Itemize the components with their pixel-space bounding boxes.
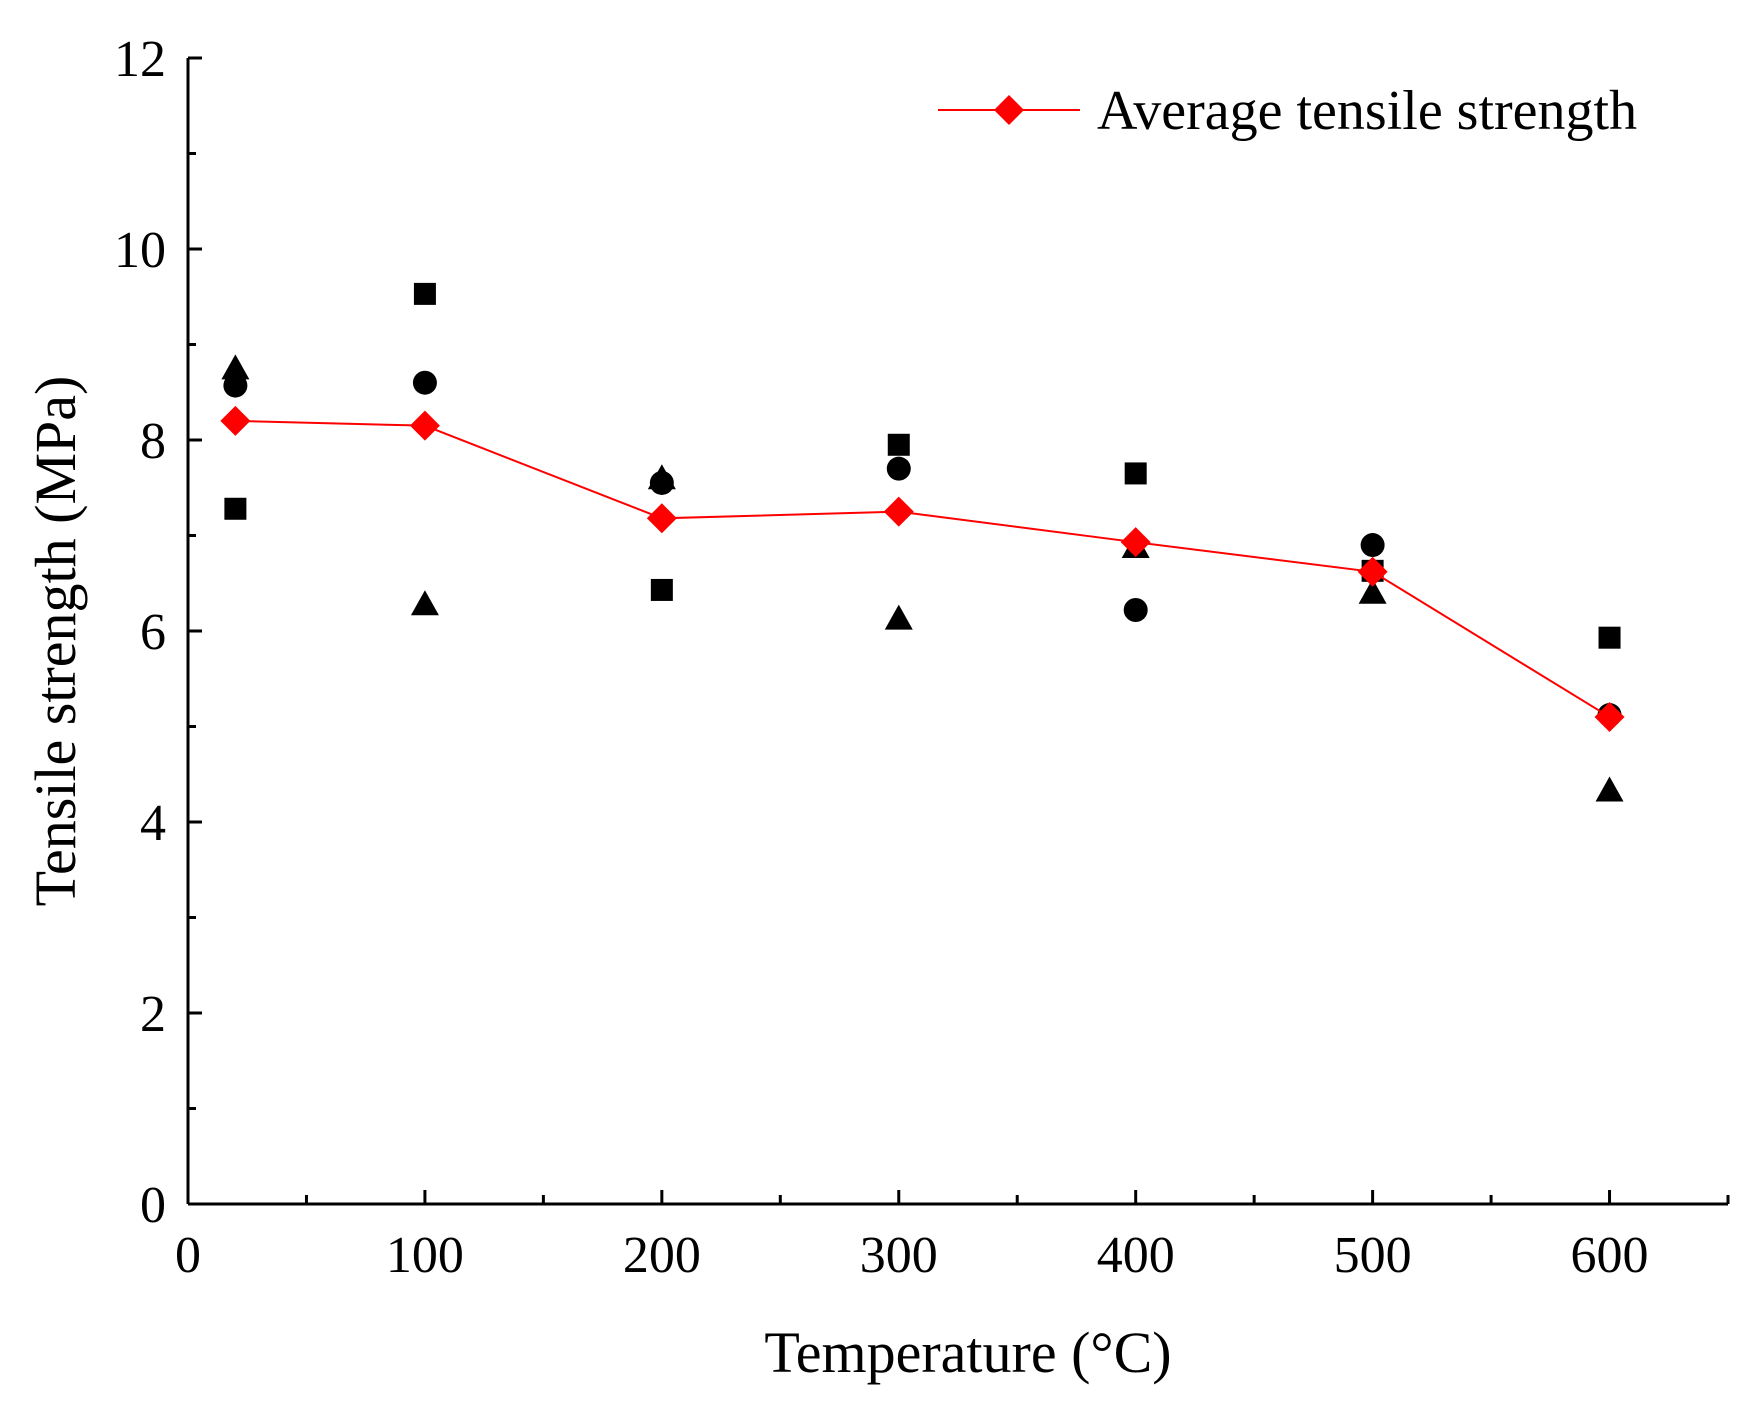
square-point (224, 497, 247, 520)
legend-label: Average tensile strength (1097, 80, 1637, 142)
x-axis-label: Temperature (°C) (764, 1320, 1171, 1385)
circle-point (412, 370, 437, 395)
triangle-point (410, 590, 439, 616)
y-tick-label: 12 (114, 31, 166, 88)
x-tick-label: 500 (1334, 1227, 1412, 1284)
average-line (235, 419, 1611, 718)
data-series (220, 282, 1625, 802)
series-diamond (220, 405, 1625, 732)
x-tick-label: 400 (1097, 1227, 1175, 1284)
diamond-point (883, 496, 914, 527)
diamond-point (646, 503, 677, 534)
circle-point (223, 373, 248, 398)
square-point (887, 433, 910, 456)
x-tick-label: 300 (860, 1227, 938, 1284)
diamond-point (1594, 701, 1625, 732)
square-point (1124, 462, 1147, 485)
series-square (224, 282, 1621, 649)
square-point (413, 282, 436, 305)
circle-point (1123, 597, 1148, 622)
axis-tick-labels: 0 100 200 300 400 500 600 0 2 4 6 8 10 12 (114, 31, 1649, 1284)
y-tick-label: 8 (140, 413, 166, 470)
y-tick-label: 2 (140, 986, 166, 1043)
triangle-point (221, 354, 250, 380)
x-tick-label: 200 (623, 1227, 701, 1284)
y-tick-label: 6 (140, 604, 166, 661)
x-tick-label: 100 (386, 1227, 464, 1284)
diamond-point (1120, 527, 1151, 558)
y-tick-label: 4 (140, 795, 166, 852)
diamond-point (1357, 556, 1388, 587)
y-axis-label: Tensile strength (MPa) (23, 376, 88, 907)
y-tick-label: 0 (140, 1177, 166, 1234)
triangle-point (1358, 578, 1387, 604)
circle-point (1360, 533, 1385, 558)
y-tick-label: 10 (114, 222, 166, 279)
diamond-point (220, 405, 251, 436)
axis-ticks (186, 56, 1730, 1206)
circle-point (886, 456, 911, 481)
x-tick-label: 0 (175, 1227, 201, 1284)
legend: Average tensile strength (938, 80, 1637, 142)
legend-marker (994, 95, 1024, 125)
triangle-point (884, 604, 913, 630)
triangle-point (647, 464, 676, 490)
triangle-point (1595, 776, 1624, 802)
square-point (1598, 626, 1621, 649)
x-tick-label: 600 (1571, 1227, 1649, 1284)
square-point (650, 578, 673, 601)
diamond-point (409, 410, 440, 441)
